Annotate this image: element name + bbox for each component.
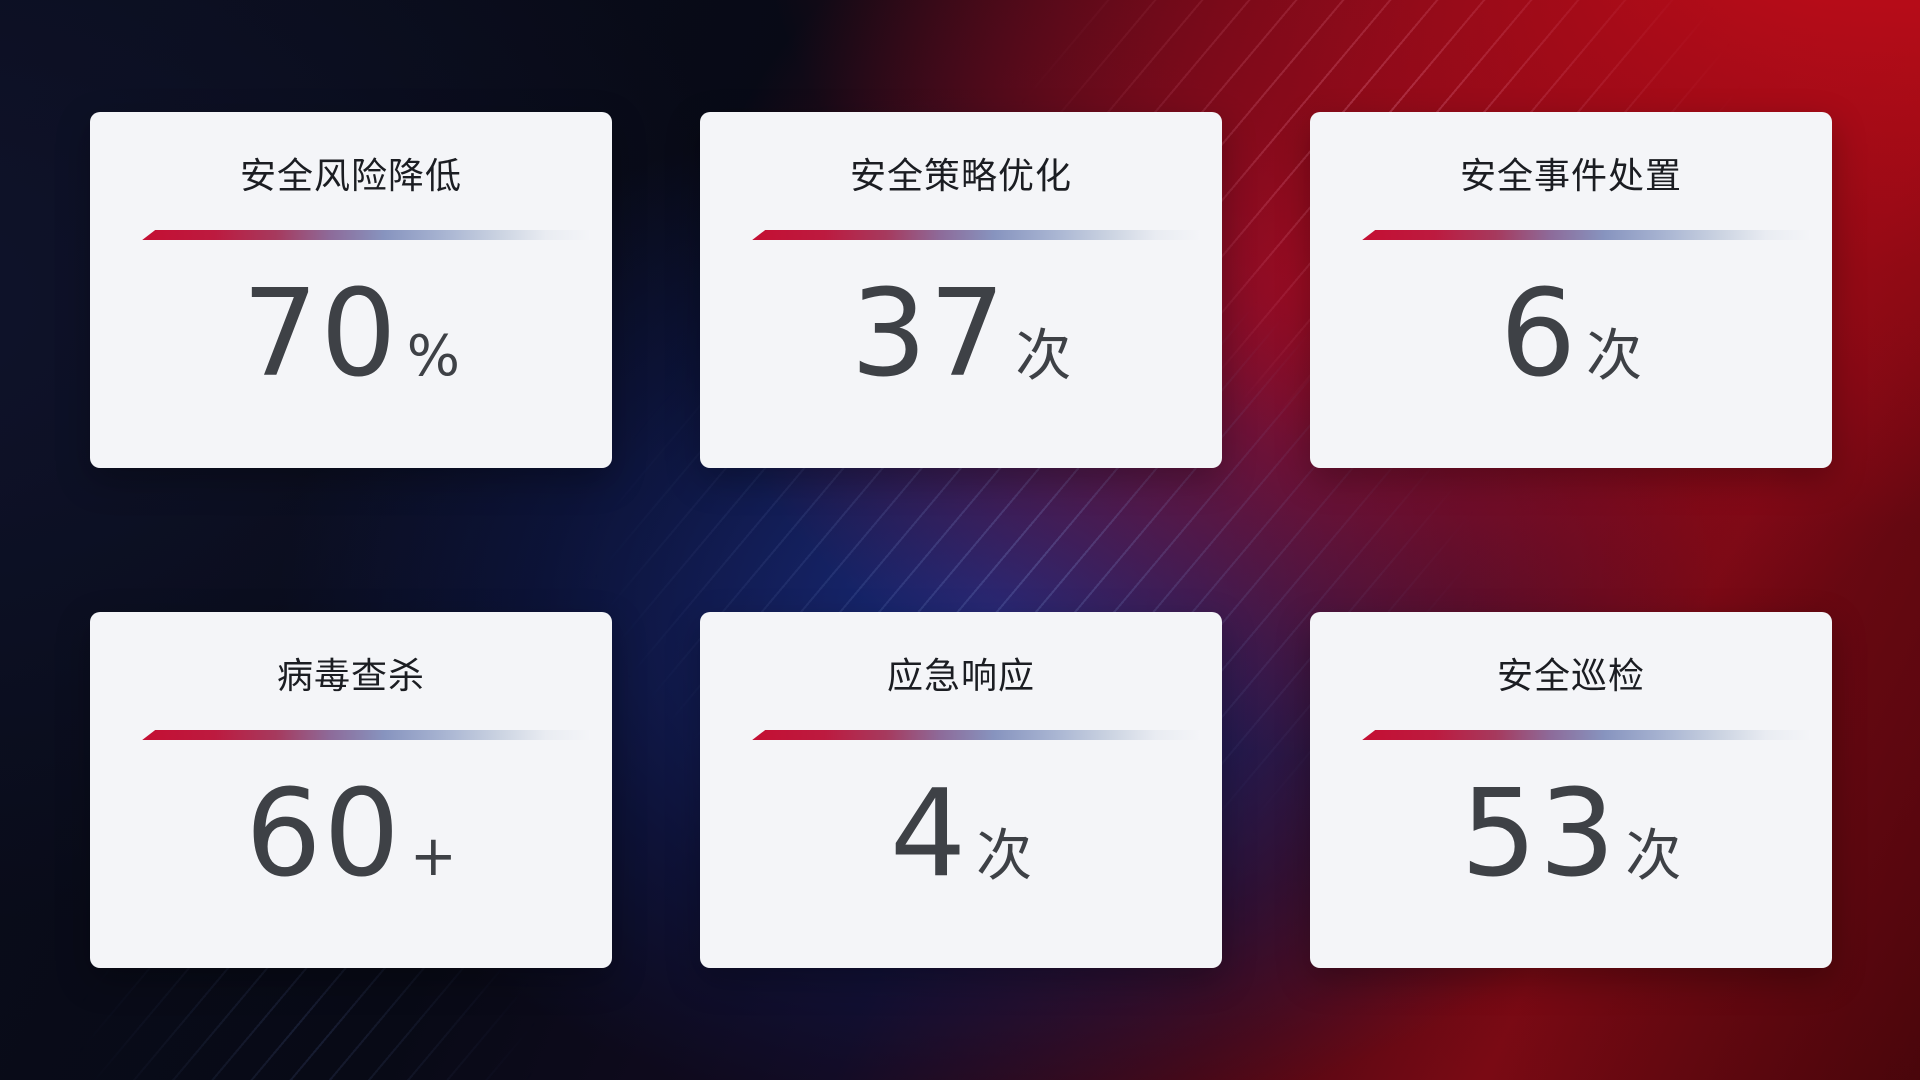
stat-value: 60 <box>245 765 402 904</box>
stat-value-row: 70 % <box>90 275 612 395</box>
stat-card-virus-scan: 病毒查杀 60 + <box>90 612 612 968</box>
stat-card-security-inspection: 安全巡检 53 次 <box>1310 612 1832 968</box>
stat-unit: 次 <box>1625 824 1682 889</box>
card-title: 应急响应 <box>886 656 1035 697</box>
stat-value-row: 60 + <box>90 775 612 895</box>
gradient-divider <box>142 230 592 240</box>
gradient-divider <box>1362 730 1812 740</box>
stat-value: 53 <box>1460 765 1618 904</box>
stat-value-row: 53 次 <box>1310 775 1832 895</box>
stat-card-incident-handling: 安全事件处置 6 次 <box>1310 112 1832 468</box>
stat-value-row: 37 次 <box>700 275 1222 395</box>
gradient-divider <box>142 730 592 740</box>
stat-unit: 次 <box>1586 324 1643 389</box>
stat-unit: + <box>409 824 457 889</box>
gradient-divider <box>752 230 1202 240</box>
stat-unit: % <box>406 324 460 389</box>
stat-value: 37 <box>850 265 1008 404</box>
stat-value-row: 6 次 <box>1310 275 1832 395</box>
card-title: 安全事件处置 <box>1459 156 1682 197</box>
stat-card-policy-optimization: 安全策略优化 37 次 <box>700 112 1222 468</box>
card-title: 安全巡检 <box>1496 656 1645 697</box>
stat-unit: 次 <box>1015 324 1072 389</box>
card-title: 安全策略优化 <box>849 156 1072 197</box>
stat-unit: 次 <box>976 824 1033 889</box>
gradient-divider <box>1362 230 1812 240</box>
stat-card-risk-reduction: 安全风险降低 70 % <box>90 112 612 468</box>
card-title: 病毒查杀 <box>276 656 425 697</box>
stat-card-emergency-response: 应急响应 4 次 <box>700 612 1222 968</box>
stat-value: 4 <box>889 765 969 904</box>
stat-value-row: 4 次 <box>700 775 1222 895</box>
stat-value: 70 <box>242 265 399 404</box>
card-title: 安全风险降低 <box>239 156 462 197</box>
gradient-divider <box>752 730 1202 740</box>
stat-value: 6 <box>1499 265 1579 404</box>
